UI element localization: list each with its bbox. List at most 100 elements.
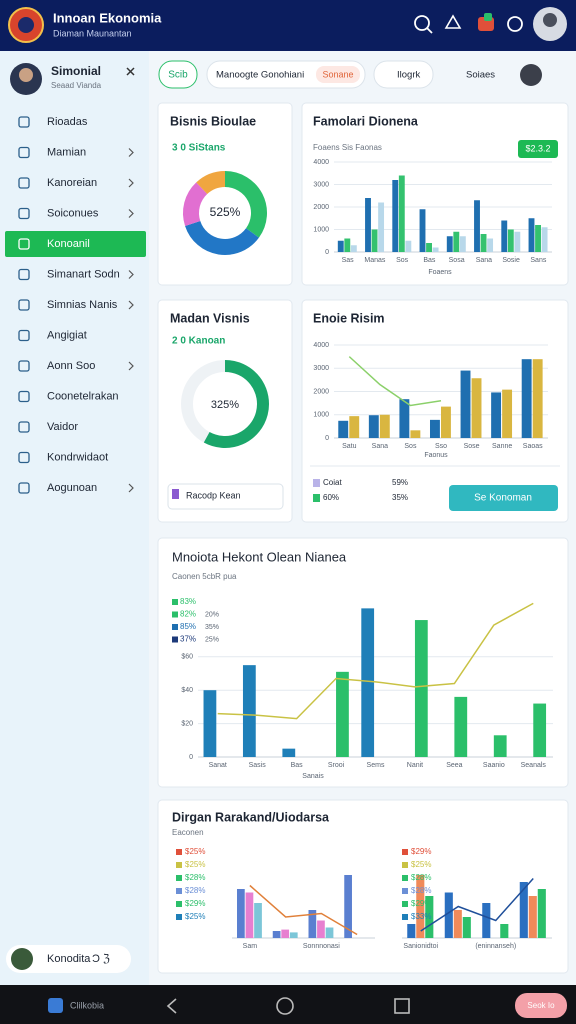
menu-icon (18, 451, 30, 464)
menu-label[interactable]: Simanart Sodn (47, 268, 120, 280)
menu-label[interactable]: Konoanil (47, 238, 90, 250)
bar (453, 231, 460, 252)
tab[interactable] (443, 61, 505, 88)
bar (429, 419, 440, 438)
logo-inner (18, 17, 34, 33)
legend-swatch (402, 901, 408, 907)
bar (491, 392, 502, 438)
bar (405, 240, 412, 252)
tab-avatar[interactable] (520, 64, 542, 86)
footer-user[interactable] (6, 945, 131, 973)
tab-label: Manoogte Gonohiani (216, 70, 304, 81)
alert-icon[interactable] (444, 14, 462, 29)
back-button[interactable] (166, 998, 177, 1014)
chevron (128, 300, 134, 310)
sidebar (0, 51, 149, 985)
menu-icon (18, 207, 30, 220)
menu-icon (18, 116, 30, 128)
x-tick-label: (eninnanseh) (475, 943, 516, 950)
chevron (128, 483, 134, 493)
x-tick-label: Nanit (407, 762, 423, 769)
menu-label[interactable]: Vaidor (47, 421, 78, 433)
menu-label[interactable]: Mamian (47, 146, 86, 158)
legend-label: $28% (411, 873, 431, 882)
legend-swatch (172, 624, 178, 630)
legend-label: $28% (185, 886, 205, 895)
chevron (128, 178, 134, 188)
close-icon[interactable] (126, 67, 135, 76)
bar (365, 198, 371, 252)
home-button[interactable] (276, 997, 294, 1015)
bar (325, 927, 334, 938)
legend-label: $29% (185, 899, 205, 908)
tab-badge-label: Sonane (322, 69, 353, 79)
bar (444, 892, 453, 938)
menu-icon (18, 177, 30, 189)
bar (337, 240, 344, 252)
donut-center: 525% (210, 205, 241, 219)
x-tick-label: Sam (243, 943, 258, 950)
gift-top (484, 13, 492, 21)
chevron (128, 148, 134, 157)
y-tick-label: $40 (181, 687, 193, 694)
footer-name: Konodita (47, 953, 91, 965)
y-tick-label: 0 (189, 754, 193, 761)
x-axis-label: Foaens (428, 269, 452, 276)
menu-item-active[interactable] (5, 231, 146, 257)
menu-icon (18, 421, 30, 433)
x-tick-label: Seea (446, 762, 462, 769)
chevron (128, 270, 134, 279)
line-series (249, 884, 358, 936)
user-name: Simonial (51, 64, 101, 78)
legend-note: 35% (205, 624, 219, 631)
y-tick-label: 2000 (313, 204, 329, 211)
user-avatar-face (19, 68, 33, 82)
bar (454, 696, 468, 757)
legend-label: $29% (411, 847, 431, 856)
bar (336, 671, 349, 757)
legend-value: 59% (392, 478, 408, 487)
y-tick-label: 4000 (313, 342, 329, 349)
bar (289, 932, 298, 938)
bottom-nav (0, 985, 576, 1024)
legend-note: 25% (205, 636, 219, 643)
menu-label[interactable]: Simnias Nanis (47, 299, 118, 311)
menu-icon (18, 329, 30, 342)
pill-button[interactable] (515, 993, 567, 1018)
menu-label[interactable]: Kanoreian (47, 177, 97, 189)
app-subtitle: Diaman Maunantan (53, 28, 132, 38)
settings-icon[interactable] (507, 16, 523, 32)
app-icon[interactable] (48, 998, 63, 1013)
tab-label: Soiaes (466, 70, 495, 81)
recent-button[interactable] (394, 998, 410, 1014)
menu-label[interactable]: Aogunoan (47, 482, 97, 494)
pill-label: Seok Io (527, 1001, 555, 1010)
legend-swatch (172, 636, 178, 643)
legend-label: $28% (411, 886, 431, 895)
menu-label[interactable]: Angigiat (47, 329, 87, 341)
legend-swatch (313, 479, 320, 487)
menu-label[interactable]: Soiconues (47, 207, 99, 219)
bar (272, 931, 281, 938)
line-series (348, 356, 442, 407)
action-button[interactable] (449, 485, 558, 511)
menu-label[interactable]: Rioadas (47, 116, 88, 128)
menu-label[interactable]: Kondrwidaot (47, 451, 108, 463)
tab[interactable] (158, 60, 198, 89)
bar (541, 227, 548, 252)
legend-value: 35% (392, 493, 408, 502)
x-tick-label: Sanne (492, 443, 512, 450)
bar (399, 399, 410, 438)
bar (416, 875, 425, 938)
x-tick-label: Sanat (209, 762, 227, 769)
header-avatar-head (543, 13, 557, 27)
search-icon[interactable] (414, 15, 430, 31)
legend-label: $29% (411, 899, 431, 908)
menu-label[interactable]: Aonn Soo (47, 360, 95, 372)
tab[interactable] (373, 60, 434, 89)
search-handle (426, 27, 433, 34)
card-title: Famolari Dionena (313, 114, 419, 128)
x-tick-label: Sas (342, 257, 355, 264)
menu-label[interactable]: Coonetelrakan (47, 390, 119, 402)
